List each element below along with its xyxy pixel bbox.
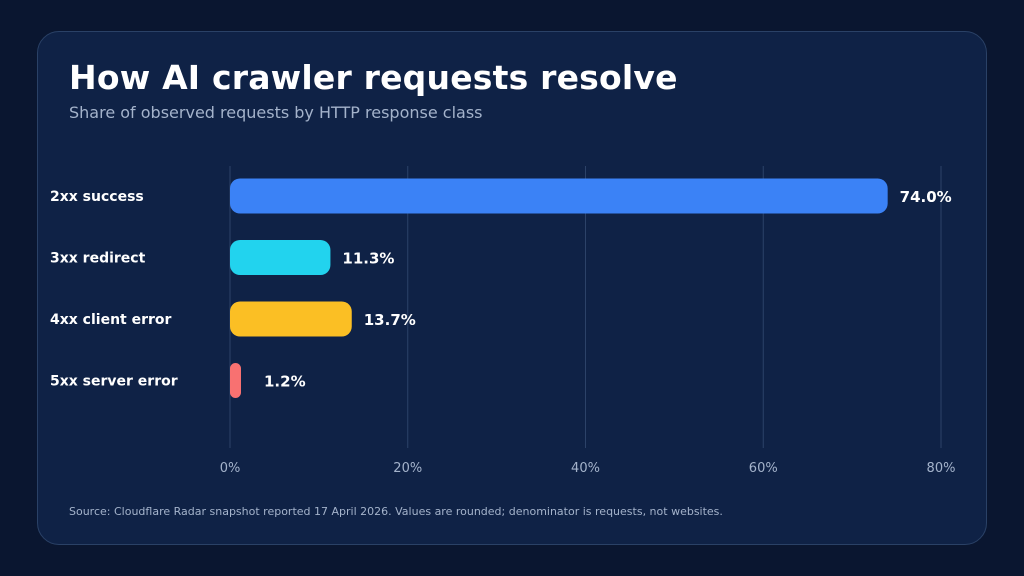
category-label: 2xx success: [50, 189, 144, 205]
data-label: 74.0%: [900, 188, 952, 206]
data-label: 11.3%: [342, 250, 394, 268]
x-axis-ticks: 0% 20% 40% 60% 80%: [220, 461, 956, 476]
bars: 2xx success 74.0% 3xx redirect 11.3% 4xx cli…: [50, 178, 952, 398]
x-tick-label: 80%: [927, 461, 956, 476]
category-label: 4xx client error: [50, 312, 172, 328]
category-label: 3xx redirect: [50, 251, 146, 267]
chart-title: How AI crawler requests resolve: [69, 58, 678, 97]
bar: [230, 301, 352, 337]
data-label: 13.7%: [364, 311, 416, 329]
data-label: 1.2%: [264, 373, 306, 391]
chart-subtitle: Share of observed requests by HTTP respo…: [69, 103, 483, 122]
x-tick-label: 60%: [749, 461, 778, 476]
bar: [230, 178, 888, 214]
x-tick-label: 40%: [571, 461, 600, 476]
chart-card: [37, 31, 987, 545]
x-tick-label: 20%: [393, 461, 422, 476]
bar: [230, 240, 331, 275]
x-tick-label: 0%: [220, 461, 241, 476]
source-note: Source: Cloudflare Radar snapshot report…: [69, 505, 723, 518]
category-label: 5xx server error: [50, 374, 178, 390]
bar: [230, 363, 241, 398]
